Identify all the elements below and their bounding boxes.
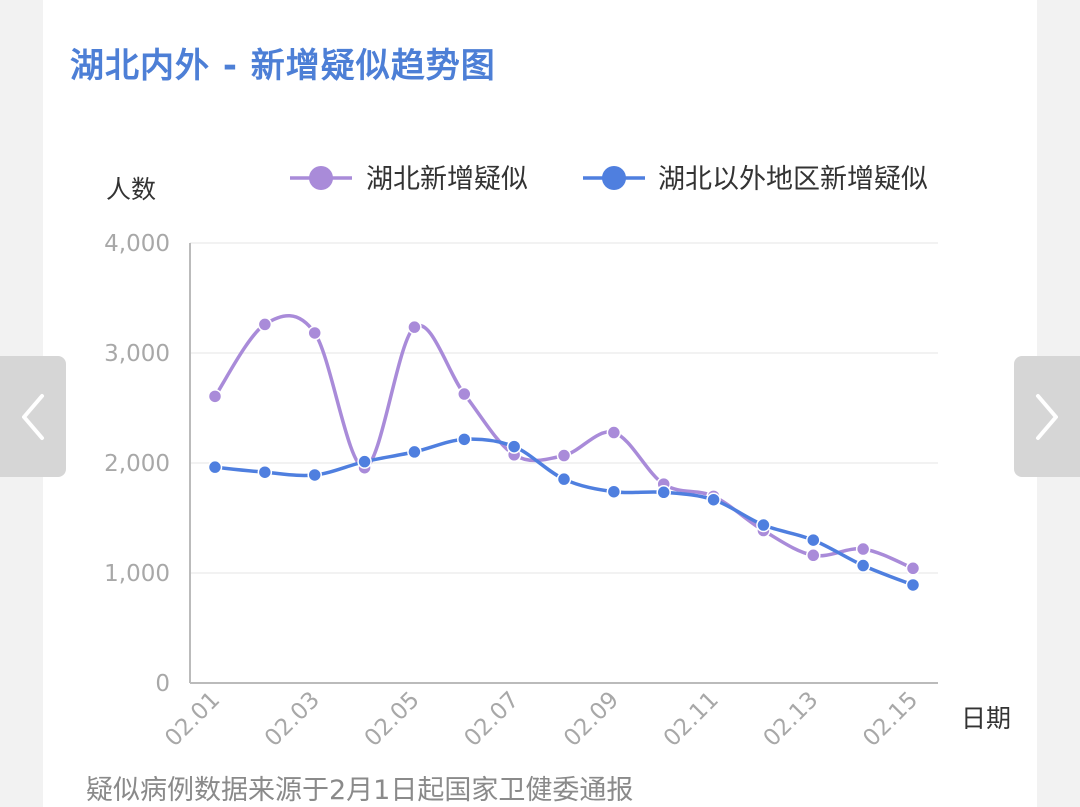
legend-marker [309, 166, 333, 190]
series-layer [207, 314, 921, 593]
legend-item-hubei[interactable]: 湖北新增疑似 [290, 164, 528, 195]
data-point[interactable] [307, 325, 322, 341]
page-title: 湖北内外 - 新增疑似趋势图 [70, 46, 496, 86]
legend[interactable]: 湖北新增疑似 湖北以外地区新增疑似 [290, 164, 928, 195]
data-point[interactable] [656, 485, 671, 500]
y-axis-label: 人数 [106, 175, 156, 204]
x-tick-label: 02.15 [858, 687, 923, 752]
x-axis-label: 日期 [961, 704, 1011, 733]
data-point[interactable] [756, 517, 771, 533]
data-point[interactable] [457, 386, 472, 402]
data-point[interactable] [556, 471, 572, 487]
data-point[interactable] [706, 492, 721, 507]
x-tick-label: 02.05 [360, 687, 425, 752]
next-button[interactable] [1014, 356, 1080, 477]
y-tick-label: 3,000 [104, 341, 170, 367]
axis-layer: 0 1,000 2,000 3,000 4,000 02.01 02.03 02.05 02.0… [104, 231, 938, 752]
data-point[interactable] [506, 439, 522, 454]
x-tick-label: 02.03 [260, 687, 325, 752]
data-point[interactable] [357, 454, 372, 469]
data-point[interactable] [257, 317, 273, 332]
data-point[interactable] [407, 444, 422, 460]
data-point[interactable] [207, 459, 223, 475]
legend-item-outside[interactable]: 湖北以外地区新增疑似 [583, 164, 928, 195]
x-tick-label: 02.01 [160, 687, 225, 752]
data-point[interactable] [307, 467, 322, 483]
data-point[interactable] [855, 558, 871, 573]
chevron-left-icon [22, 393, 44, 440]
data-point[interactable] [606, 425, 622, 440]
x-tick-label: 02.07 [459, 687, 524, 752]
legend-marker [602, 166, 626, 190]
legend-label: 湖北以外地区新增疑似 [658, 164, 928, 195]
data-point[interactable] [905, 561, 921, 576]
data-point[interactable] [407, 319, 422, 335]
legend-label: 湖北新增疑似 [366, 164, 528, 195]
data-point[interactable] [806, 548, 821, 563]
chart-card [43, 0, 1037, 807]
data-point[interactable] [257, 464, 273, 480]
x-tick-label: 02.09 [559, 687, 624, 752]
x-tick-label: 02.13 [759, 687, 824, 752]
y-tick-label: 2,000 [104, 451, 170, 477]
data-point[interactable] [905, 577, 921, 593]
y-tick-label: 1,000 [104, 561, 170, 587]
x-tick-label: 02.11 [659, 687, 724, 752]
data-point[interactable] [457, 432, 472, 447]
grid-layer [190, 242, 938, 574]
source-note: 疑似病例数据来源于2月1日起国家卫健委通报 [86, 775, 634, 806]
data-point[interactable] [806, 532, 821, 548]
prev-button[interactable] [0, 356, 66, 477]
y-tick-label: 4,000 [104, 231, 170, 257]
y-tick-label: 0 [155, 671, 170, 697]
data-point[interactable] [606, 484, 622, 499]
data-point[interactable] [207, 389, 223, 404]
data-point[interactable] [855, 541, 871, 557]
data-point[interactable] [556, 448, 572, 463]
chevron-right-icon [1036, 393, 1058, 440]
